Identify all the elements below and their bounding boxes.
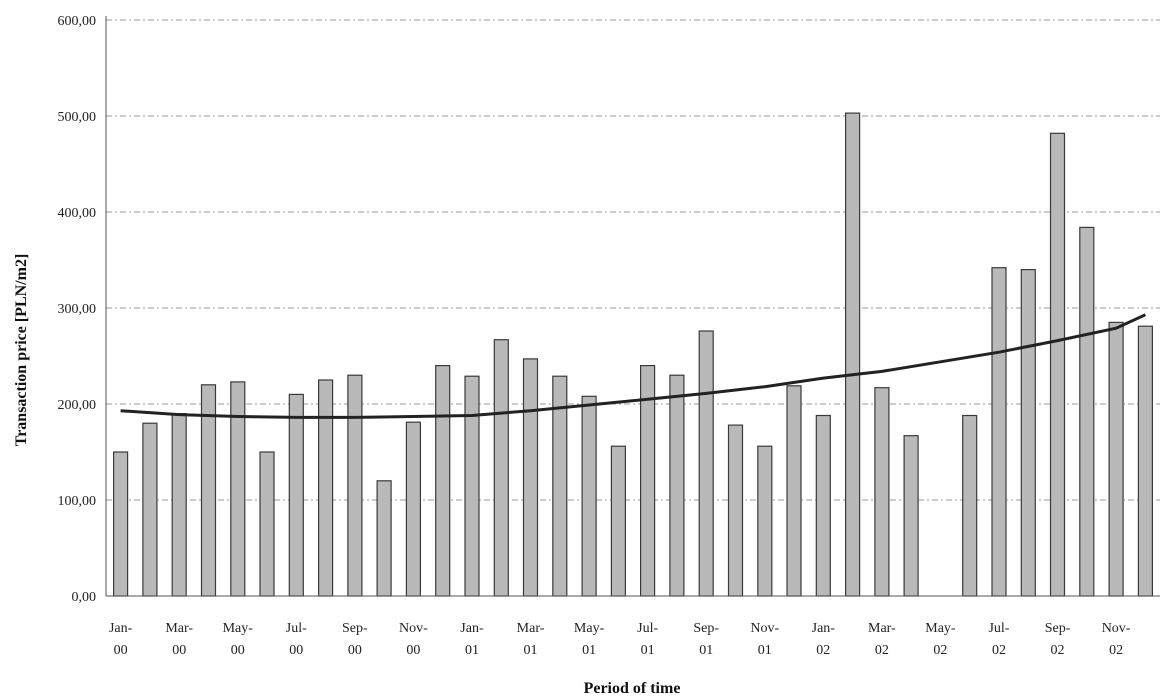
bar-jul-00 [288, 393, 304, 597]
bar-feb-00 [142, 422, 158, 597]
x-tick-label: Jul- [637, 621, 658, 636]
x-tick-label-year: 02 [933, 643, 947, 658]
bar-sep-00 [347, 374, 363, 597]
x-tick-label-year: 02 [875, 643, 889, 658]
x-tick-label: Jan- [109, 621, 133, 636]
bar-nov-00 [405, 421, 421, 597]
x-tick-label: Jul- [988, 621, 1009, 636]
x-tick-label: Sep- [693, 621, 719, 636]
x-tick-label: Mar- [517, 621, 545, 636]
y-tick-label: 200,00 [58, 398, 97, 413]
bar-sep-02 [1049, 132, 1066, 597]
trendline-layer [120, 313, 1147, 419]
x-tick-label-year: 00 [406, 643, 420, 658]
bar-dec-02 [1137, 325, 1154, 597]
x-tick-label: Jan- [460, 621, 484, 636]
x-tick-label: Sep- [342, 621, 368, 636]
x-tick-label-year: 02 [816, 643, 830, 658]
x-tick-label-year: 00 [114, 643, 128, 658]
bar-dec-00 [435, 365, 451, 597]
bar-may-00 [230, 381, 246, 597]
y-tick-label: 100,00 [58, 494, 97, 509]
bar-oct-01 [727, 424, 744, 597]
x-tick-label: Mar- [165, 621, 193, 636]
bar-aug-01 [669, 374, 685, 597]
x-tick-label-year: 00 [348, 643, 362, 658]
x-tick-label-year: 01 [699, 643, 713, 658]
x-axis-title: Period of time [584, 680, 681, 697]
y-tick-label: 400,00 [58, 206, 97, 221]
bar-nov-01 [757, 445, 773, 597]
bar-jun-01 [610, 445, 627, 597]
bar-oct-02 [1079, 226, 1095, 597]
x-tick-label: May- [574, 621, 605, 636]
bar-mar-00 [171, 413, 187, 597]
x-tick-label-year: 01 [641, 643, 655, 658]
x-tick-label: Nov- [399, 621, 428, 636]
x-tick-label: Nov- [1102, 621, 1131, 636]
x-tick-label: Mar- [868, 621, 896, 636]
bar-jun-02 [962, 414, 978, 597]
x-tick-label: Sep- [1045, 621, 1071, 636]
x-tick-label-year: 01 [758, 643, 772, 658]
x-tick-label-year: 00 [172, 643, 186, 658]
bar-mar-01 [522, 358, 539, 597]
y-tick-label: 0,00 [72, 590, 97, 605]
y-tick-label: 600,00 [58, 14, 97, 29]
bar-feb-02 [844, 112, 861, 597]
bar-jul-02 [991, 267, 1007, 597]
bar-may-01 [581, 395, 597, 597]
bar-feb-01 [493, 339, 509, 597]
bar-dec-01 [786, 385, 802, 597]
x-tick-label-year: 01 [582, 643, 596, 658]
bar-jan-02 [815, 414, 831, 597]
x-tick-label: Nov- [750, 621, 779, 636]
x-tick-label: Jul- [286, 621, 307, 636]
x-tick-label-year: 00 [289, 643, 303, 658]
x-tick-label-year: 01 [465, 643, 479, 658]
gridlines [106, 19, 1160, 501]
bar-jan-01 [464, 375, 480, 597]
x-tick-label-year: 02 [1109, 643, 1123, 658]
bar-oct-00 [376, 480, 392, 597]
axes [105, 16, 1160, 597]
x-tick-label: May- [925, 621, 956, 636]
y-axis-title: Transaction price [PLN/m2] [13, 254, 30, 447]
bars [112, 112, 1154, 597]
y-axis-ticks: 0,00 100,00 200,00 300,00 400,00 500,00 600,00 [58, 14, 97, 605]
y-tick-label: 500,00 [58, 110, 97, 125]
trendline [120, 313, 1147, 419]
bar-apr-02 [903, 435, 919, 597]
bar-mar-02 [874, 387, 890, 597]
x-tick-label-year: 02 [992, 643, 1006, 658]
bar-jan-00 [112, 451, 129, 597]
bar-nov-02 [1108, 321, 1124, 597]
x-tick-label: May- [223, 621, 254, 636]
bar-aug-00 [318, 379, 334, 597]
x-tick-label-year: 00 [231, 643, 245, 658]
x-tick-label: Jan- [812, 621, 836, 636]
x-tick-label-year: 02 [1051, 643, 1065, 658]
x-axis-ticks: Jan- 00 Mar- 00 May- 00 Jul- 00 Sep- 00 Nov- 00 Jan-… [109, 621, 1131, 658]
x-tick-label-year: 01 [524, 643, 538, 658]
y-tick-label: 300,00 [58, 302, 97, 317]
bar-jun-00 [259, 451, 275, 597]
bar-aug-02 [1020, 269, 1036, 597]
bar-sep-01 [698, 330, 714, 597]
